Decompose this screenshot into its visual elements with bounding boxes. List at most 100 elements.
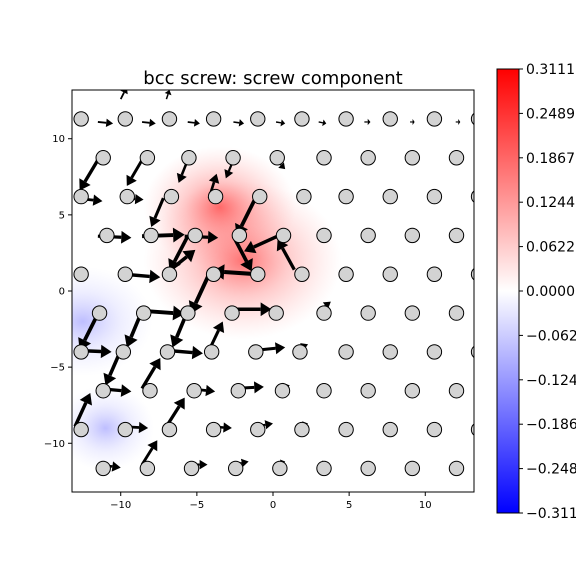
colorbar-gradient: [496, 68, 520, 514]
colorbar-label-7: −0.1244: [526, 373, 576, 389]
field-negative-left: [72, 266, 153, 377]
field-negative-lower: [72, 385, 155, 471]
atom-57: [360, 305, 376, 321]
atom-5: [295, 500, 309, 514]
atom-81: [119, 188, 135, 205]
atom-86: [338, 188, 354, 205]
atom-69: [470, 268, 474, 281]
atom-38: [404, 383, 421, 399]
atom-79: [448, 227, 465, 244]
atom-2: [162, 500, 176, 514]
colorbar-label-5: 0.0000: [526, 284, 575, 300]
arrow-82: [233, 119, 245, 127]
atom-88: [426, 188, 443, 205]
x-tick-label--10: −10: [110, 500, 131, 511]
atom-75: [275, 227, 292, 244]
arrow-2: [244, 234, 279, 254]
arrow-27: [126, 159, 144, 186]
arrow-31: [140, 358, 161, 390]
plot-area: −10 −5 0 5 10 −10 −5 0 5 10: [44, 73, 485, 514]
atom-104: [250, 111, 266, 127]
atom-49: [470, 345, 474, 359]
atom-4: [251, 500, 265, 514]
atom-73: [187, 227, 203, 244]
x-tick-label-0: 0: [270, 500, 276, 511]
chart-title: bcc screw: screw component: [143, 68, 402, 89]
atom-108: [426, 111, 443, 127]
atom-31: [95, 383, 111, 399]
atom-23: [205, 421, 222, 438]
atom-16: [316, 460, 332, 477]
atom-68: [426, 266, 443, 282]
atom-48: [426, 344, 443, 360]
arrow-19: [149, 197, 165, 228]
atom-110: [52, 73, 66, 87]
atom-97: [360, 150, 376, 166]
atom-22: [161, 421, 178, 438]
atom-66: [338, 266, 354, 282]
atom-7: [383, 500, 397, 514]
colorbar-label-3: 0.1244: [526, 195, 575, 211]
colorbar-label-2: 0.1867: [526, 151, 575, 167]
atom-99: [448, 150, 465, 166]
colorbar-ticks: 0.3111 0.2489 0.1867 0.1244 0.0622 0.0000 −0.0…: [519, 62, 576, 522]
y-tick-label-0: 0: [59, 287, 65, 298]
y-tick-label--5: −5: [50, 363, 65, 374]
atom-59: [448, 305, 465, 321]
atom-46: [338, 344, 354, 360]
atom-80: [73, 188, 89, 205]
colorbar: 0.3111 0.2489 0.1867 0.1244 0.0622 0.0000 −0.0…: [496, 62, 576, 522]
atom-107: [382, 111, 398, 127]
atom-54: [224, 305, 240, 321]
atom-18: [404, 460, 421, 477]
y-tick-label-5: 5: [59, 210, 65, 221]
atom-41: [115, 344, 132, 360]
arrow-79: [97, 118, 114, 128]
arrow-81: [187, 118, 200, 127]
atom-101: [117, 111, 133, 127]
atom-53: [180, 305, 196, 321]
atom-95: [269, 150, 285, 166]
atom-106: [338, 111, 354, 127]
atom-118: [405, 73, 419, 87]
colorbar-label-1: 0.2489: [526, 106, 575, 122]
arrow-86: [410, 118, 415, 125]
atom-83: [207, 188, 224, 205]
atom-94: [225, 150, 241, 166]
x-tick-label-10: 10: [419, 500, 432, 511]
atom-62: [161, 266, 178, 282]
atom-52: [136, 305, 152, 321]
atom-56: [316, 305, 332, 321]
atom-33: [186, 383, 202, 399]
atom-77: [360, 227, 376, 244]
atom-36: [316, 383, 332, 399]
atom-100: [73, 111, 89, 127]
atom-35: [274, 383, 291, 399]
atom-14: [227, 460, 244, 477]
x-axis: −10 −5 0 5 10: [110, 492, 432, 511]
atom-27: [382, 421, 398, 438]
atom-51: [91, 305, 108, 321]
atom-43: [203, 344, 220, 360]
atom-67: [382, 266, 398, 282]
atom-63: [205, 266, 222, 282]
atom-119: [449, 73, 463, 87]
atom-9: [471, 500, 485, 514]
arrow-26: [79, 159, 100, 191]
atom-28: [426, 421, 443, 438]
colorbar-label-6: −0.0622: [526, 328, 576, 344]
arrow-80: [141, 118, 156, 127]
atom-60: [73, 266, 89, 282]
atom-87: [382, 188, 398, 205]
arrow-87: [455, 118, 461, 125]
atom-32: [142, 383, 158, 399]
atom-111: [96, 73, 110, 87]
atom-74: [231, 227, 248, 244]
atom-102: [161, 111, 178, 127]
atom-109: [470, 112, 474, 126]
atom-89: [470, 190, 474, 203]
atom-65: [294, 266, 310, 282]
atom-42: [159, 344, 176, 360]
atom-84: [252, 188, 268, 205]
